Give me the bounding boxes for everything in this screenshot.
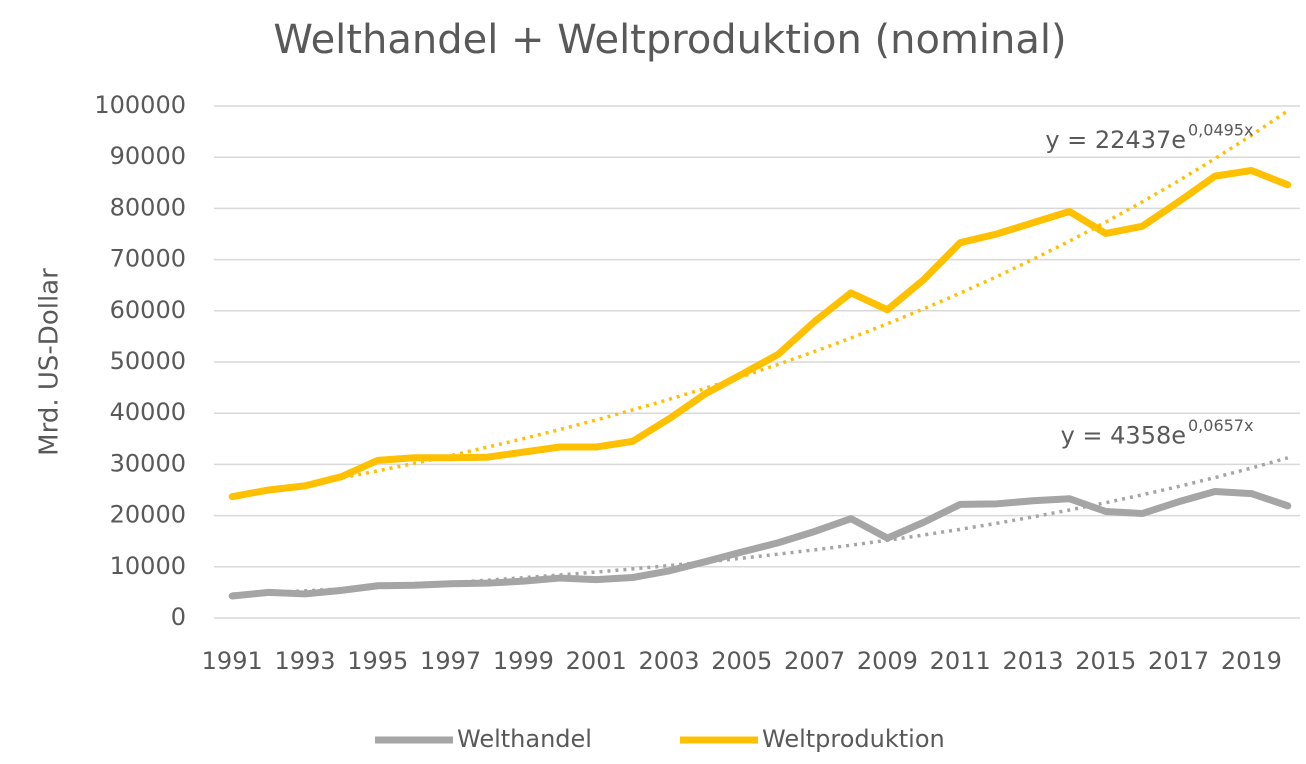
trendline	[232, 456, 1289, 596]
y-tick-label: 10000	[110, 552, 186, 580]
x-tick-label: 2011	[930, 647, 991, 675]
legend-label: Welthandel	[457, 725, 592, 753]
x-tick-label: 2003	[638, 647, 699, 675]
x-tick-label: 1995	[347, 647, 408, 675]
x-tick-label: 2013	[1002, 647, 1063, 675]
y-tick-label: 100000	[94, 91, 186, 119]
trendline-equation: y = 22437e	[1045, 126, 1186, 154]
x-tick-label: 2015	[1075, 647, 1136, 675]
x-tick-label: 2007	[784, 647, 845, 675]
series-line	[228, 167, 1292, 501]
trendline-equation: y = 4358e	[1061, 421, 1186, 449]
legend-label: Weltproduktion	[762, 725, 945, 753]
trendline-exponent: 0,0657x	[1188, 416, 1253, 435]
y-tick-label: 0	[171, 603, 186, 631]
chart-title: Welthandel + Weltproduktion (nominal)	[273, 17, 1066, 63]
x-tick-label: 1991	[202, 647, 263, 675]
trendline	[231, 109, 1289, 500]
x-tick-label: 2005	[711, 647, 772, 675]
y-tick-label: 60000	[110, 296, 186, 324]
x-tick-label: 1999	[493, 647, 554, 675]
x-tick-label: 1997	[420, 647, 481, 675]
x-tick-label: 2019	[1221, 647, 1282, 675]
y-axis-label: Mrd. US-Dollar	[35, 268, 65, 456]
x-tick-label: 2009	[857, 647, 918, 675]
y-tick-label: 40000	[110, 398, 186, 426]
y-tick-label: 70000	[110, 245, 186, 273]
y-tick-label: 20000	[110, 501, 186, 529]
x-tick-label: 1993	[274, 647, 335, 675]
y-tick-label: 80000	[110, 193, 186, 221]
series-line	[228, 488, 1292, 600]
x-tick-label: 2017	[1148, 647, 1209, 675]
x-tick-label: 2001	[566, 647, 627, 675]
trendline-exponent: 0,0495x	[1188, 120, 1253, 139]
y-tick-label: 30000	[110, 449, 186, 477]
y-tick-label: 50000	[110, 347, 186, 375]
y-tick-label: 90000	[110, 142, 186, 170]
